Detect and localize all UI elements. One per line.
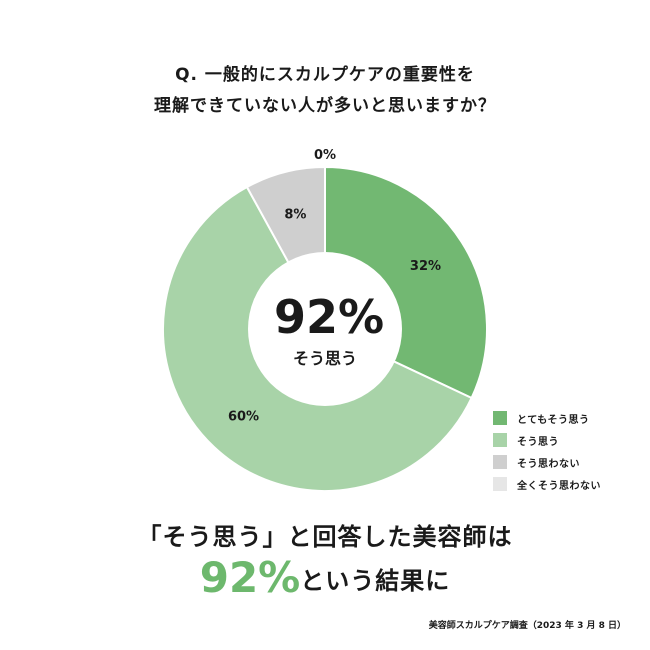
legend-item: そう思う — [493, 429, 601, 451]
legend-label: 全くそう思わない — [517, 480, 601, 492]
donut-hole — [248, 252, 402, 406]
result-percentage: 92% — [199, 553, 301, 602]
question-line-1: Q. 一般的にスカルプケアの重要性を — [175, 65, 475, 85]
slice-value-label: 0% — [314, 148, 336, 163]
legend-item: そう思わない — [493, 451, 601, 473]
legend-label: とてもそう思う — [517, 414, 590, 426]
legend-swatch — [493, 455, 507, 469]
legend-label: そう思う — [517, 436, 559, 448]
slice-value-label: 8% — [284, 208, 306, 223]
center-label: そう思う — [293, 349, 357, 368]
source-note: 美容師スカルプケア調査（2023 年 3 月 8 日） — [428, 621, 626, 631]
legend-item: 全くそう思わない — [493, 473, 601, 495]
result-subline: 92%という結果に — [0, 553, 650, 602]
slice-value-label: 60% — [228, 410, 259, 425]
legend: とてもそう思う そう思う そう思わない 全くそう思わない — [493, 407, 601, 495]
legend-swatch — [493, 477, 507, 491]
legend-swatch — [493, 411, 507, 425]
legend-item: とてもそう思う — [493, 407, 601, 429]
slice-value-label: 32% — [410, 259, 441, 274]
legend-label: そう思わない — [517, 458, 580, 470]
question-title: Q. 一般的にスカルプケアの重要性を 理解できていない人が多いと思いますか？ — [0, 60, 650, 122]
center-percentage: 92% — [274, 290, 384, 344]
result-text: という結果に — [300, 567, 451, 595]
result-headline: 「そう思う」と回答した美容師は — [137, 523, 513, 551]
legend-swatch — [493, 433, 507, 447]
question-line-2: 理解できていない人が多いと思いますか？ — [154, 96, 496, 116]
